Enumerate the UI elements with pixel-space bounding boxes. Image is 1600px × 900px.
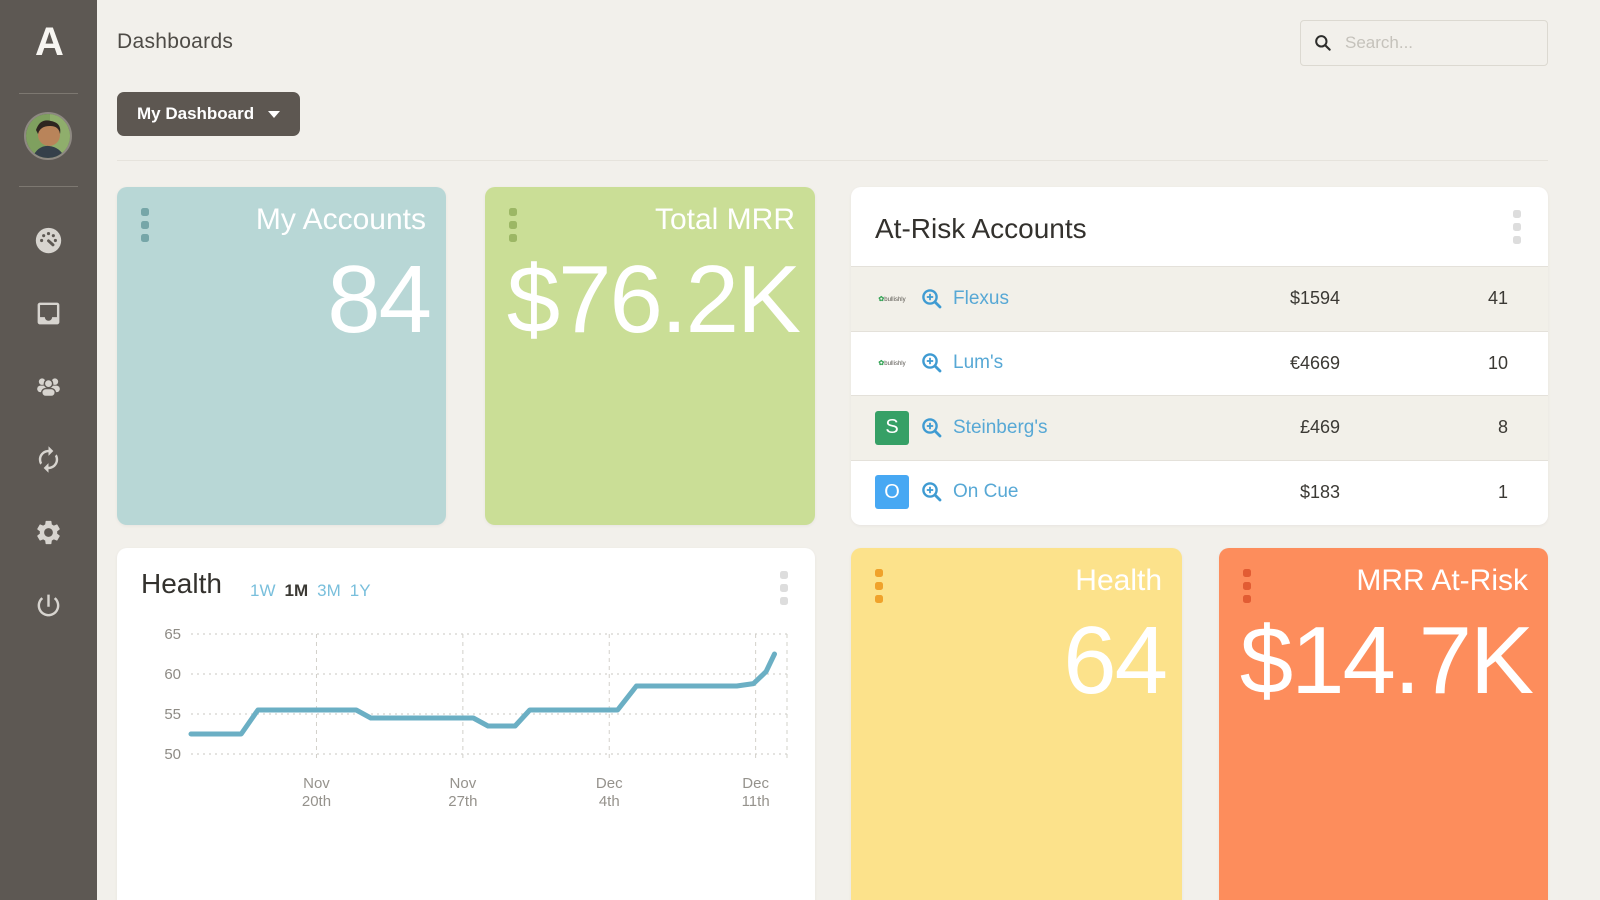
svg-text:20th: 20th <box>302 793 331 810</box>
account-name-link[interactable]: Flexus <box>953 287 1009 309</box>
drag-handle-icon[interactable] <box>1513 210 1521 244</box>
zoom-in-icon[interactable] <box>921 288 943 310</box>
search-input[interactable] <box>1343 32 1517 54</box>
power-icon[interactable] <box>34 591 63 620</box>
range-tab-3m[interactable]: 3M <box>317 581 341 600</box>
range-tab-1y[interactable]: 1Y <box>349 581 371 600</box>
account-name-link[interactable]: On Cue <box>953 481 1019 503</box>
sync-icon[interactable] <box>34 445 63 474</box>
sidebar-divider <box>19 93 78 94</box>
sidebar-nav <box>0 226 97 620</box>
at-risk-table: ✿bullishly Flexus $1594 41 ✿bullishly Lum's €4… <box>851 267 1548 524</box>
svg-text:4th: 4th <box>599 793 620 810</box>
kpi-card-health: Health 64 <box>851 548 1182 900</box>
user-avatar[interactable] <box>24 112 72 160</box>
zoom-in-icon[interactable] <box>921 352 943 374</box>
kpi-card-title: Total MRR <box>654 203 795 236</box>
table-row: ✿bullishly Lum's €4669 10 <box>851 331 1548 396</box>
health-chart-title: Health <box>141 568 222 599</box>
kpi-card-value: 84 <box>327 246 432 353</box>
date-range-tabs: 1W 1M 3M 1Y <box>250 581 371 601</box>
drag-handle-icon[interactable] <box>509 208 517 242</box>
dashboard-selector-label: My Dashboard <box>137 104 255 123</box>
table-row: O On Cue $183 1 <box>851 460 1548 524</box>
health-chart-card: Health 1W 1M 3M 1Y 65 60 55 50 Nov 20th Nov 27th De… <box>117 548 815 900</box>
kpi-card-value: $14.7K <box>1239 607 1534 714</box>
at-risk-card-header: At-Risk Accounts <box>851 187 1548 267</box>
at-risk-card-title: At-Risk Accounts <box>875 213 1087 244</box>
drag-handle-icon[interactable] <box>141 208 149 242</box>
kpi-card-my-accounts: My Accounts 84 <box>117 187 446 525</box>
account-logo: ✿bullishly <box>878 360 906 368</box>
avatar-photo <box>26 114 70 158</box>
svg-text:50: 50 <box>164 746 181 763</box>
at-risk-accounts-card: At-Risk Accounts ✿bullishly Flexus $1594 41… <box>851 187 1548 525</box>
table-row: ✿bullishly Flexus $1594 41 <box>851 267 1548 332</box>
account-mrr-value: $1594 <box>1289 288 1340 309</box>
range-tab-1m[interactable]: 1M <box>284 581 309 600</box>
search-box <box>1300 20 1548 66</box>
zoom-in-icon[interactable] <box>921 417 943 439</box>
account-count-value: 41 <box>1487 288 1508 309</box>
dashboard-selector-button[interactable]: My Dashboard <box>117 92 301 136</box>
sidebar-divider <box>19 186 78 187</box>
account-name-link[interactable]: Steinberg's <box>953 416 1048 438</box>
account-mrr-value: $183 <box>1299 481 1340 502</box>
dashboard-gauge-icon[interactable] <box>34 226 63 255</box>
header-divider <box>117 160 1548 161</box>
zoom-in-icon[interactable] <box>921 481 943 503</box>
account-logo: S <box>875 410 909 445</box>
account-mrr-value: €4669 <box>1289 352 1340 373</box>
chevron-down-icon <box>268 110 281 118</box>
range-tab-1w[interactable]: 1W <box>250 581 276 600</box>
kpi-card-total-mrr: Total MRR $76.2K <box>485 187 815 525</box>
svg-text:60: 60 <box>164 666 181 683</box>
page-title: Dashboards <box>117 30 234 53</box>
account-logo: O <box>875 475 909 510</box>
kpi-card-value: $76.2K <box>506 246 801 353</box>
customers-group-icon[interactable] <box>34 372 63 401</box>
svg-text:55: 55 <box>164 706 181 723</box>
account-name-link[interactable]: Lum's <box>953 352 1004 374</box>
account-count-value: 1 <box>1497 481 1508 502</box>
svg-text:Nov: Nov <box>303 775 330 792</box>
kpi-card-title: My Accounts <box>255 203 426 236</box>
svg-text:Dec: Dec <box>596 775 623 792</box>
kpi-card-title: Health <box>1075 564 1162 597</box>
table-row: S Steinberg's £469 8 <box>851 396 1548 461</box>
kpi-card-mrr-at-risk: MRR At-Risk $14.7K <box>1219 548 1548 900</box>
account-logo: ✿bullishly <box>878 295 906 303</box>
search-icon <box>1315 35 1331 51</box>
kpi-card-title: MRR At-Risk <box>1356 564 1528 597</box>
svg-text:Nov: Nov <box>450 775 477 792</box>
svg-text:27th: 27th <box>448 793 477 810</box>
settings-gear-icon[interactable] <box>34 518 63 547</box>
account-count-value: 10 <box>1487 352 1508 373</box>
inbox-icon[interactable] <box>34 299 63 328</box>
account-mrr-value: £469 <box>1299 417 1340 438</box>
svg-text:Dec: Dec <box>742 775 769 792</box>
drag-handle-icon[interactable] <box>875 569 883 603</box>
drag-handle-icon[interactable] <box>1243 569 1251 603</box>
sidebar: A <box>0 0 97 900</box>
app-logo[interactable]: A <box>35 20 64 64</box>
account-count-value: 8 <box>1497 417 1508 438</box>
kpi-card-value: 64 <box>1063 607 1168 714</box>
svg-text:11th: 11th <box>742 793 770 810</box>
drag-handle-icon[interactable] <box>780 571 788 605</box>
svg-text:65: 65 <box>164 626 181 643</box>
